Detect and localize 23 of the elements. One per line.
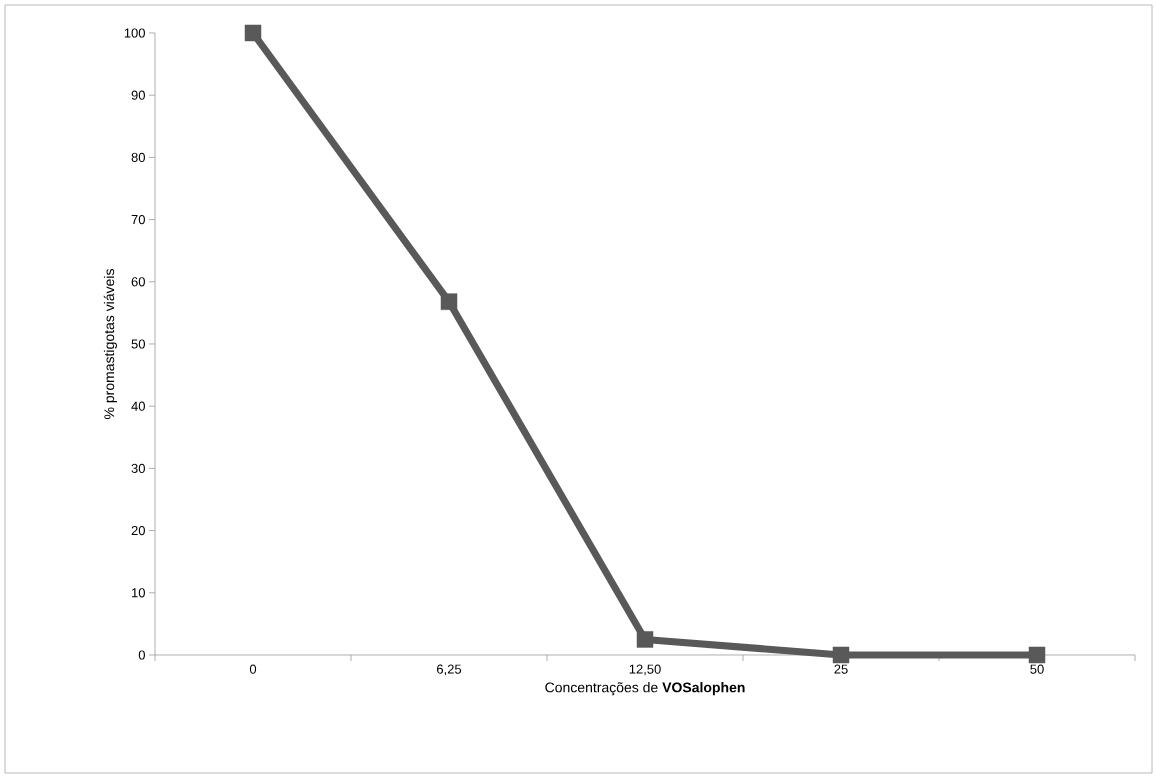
y-tick-label: 10 [132, 588, 145, 598]
point [244, 24, 262, 42]
point [636, 631, 654, 648]
x-tick-label: 0 [249, 664, 257, 674]
x-axis-title: Concentrações de VOSalophen [545, 682, 745, 696]
y-tick-label: 60 [131, 277, 145, 287]
y-tick-label: 90 [131, 90, 145, 100]
y-tick-label: 70 [131, 214, 145, 225]
y-axis-title: % promastigotas viáveis [103, 269, 117, 419]
y-tick-label: 20 [131, 525, 145, 536]
x-tick-label: 50 [1030, 664, 1044, 674]
y-tick-label: 80 [131, 152, 145, 162]
x-tick-label: 25 [834, 664, 848, 674]
y-tick-label: 100 [124, 28, 145, 38]
x-tick-label: 6,25 [437, 664, 462, 676]
y-tick-label: 40 [131, 401, 145, 411]
y-tick-label: 0 [138, 650, 145, 660]
x-tick-label: 12,50 [629, 664, 661, 676]
y-tick-label: 50 [131, 339, 145, 349]
point [1028, 646, 1046, 664]
point [440, 293, 458, 310]
y-tick-label: 30 [131, 463, 145, 473]
point [832, 646, 850, 664]
